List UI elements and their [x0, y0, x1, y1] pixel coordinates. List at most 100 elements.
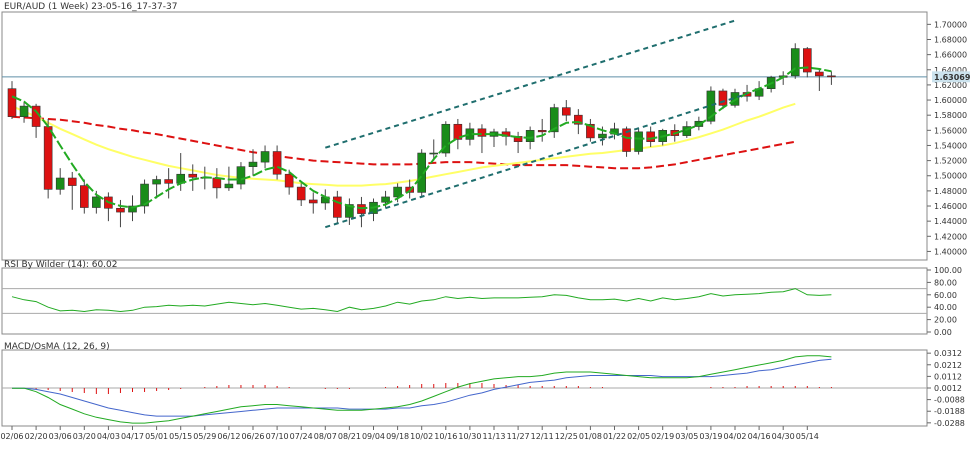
macd-line	[12, 355, 832, 424]
price-tick-label: 1.44000	[934, 217, 967, 226]
current-price-label: 1.63069	[934, 73, 971, 82]
rsi-tick-label: 20.00	[934, 316, 957, 325]
candle-bear	[67, 177, 77, 186]
candle-bull	[525, 130, 535, 142]
x-tick-label: 01/22	[603, 432, 626, 441]
candle-bear	[43, 126, 53, 190]
price-tick-label: 1.54000	[934, 141, 967, 150]
candle-bear	[453, 123, 463, 140]
candle-bull	[549, 107, 559, 133]
candle-bull	[381, 196, 390, 203]
price-tick-label: 1.70000	[934, 20, 967, 29]
price-layer: 1.40000 1.42000 1.44000 1.46000 1.48000 1.500…	[2, 19, 967, 256]
rsi-layer: 0.00 20.00 40.00 60.00 80.00 100.00	[2, 266, 962, 337]
macd-layer: -0.0288 -0.0188 -0.0088 0.0012 0.0112 0.0212 0…	[2, 349, 965, 428]
candle-bull	[634, 131, 643, 152]
candle-bull	[417, 152, 427, 193]
candle-bear	[296, 186, 306, 201]
x-tick-label: 05/15	[169, 432, 192, 441]
candle-bull	[224, 183, 234, 189]
candle-bull	[429, 152, 439, 155]
candle-bear	[646, 131, 655, 142]
price-tick-label: 1.62000	[934, 81, 967, 90]
x-tick-label: 09/04	[362, 432, 385, 441]
price-tick-label: 1.52000	[934, 157, 967, 166]
candle-bear	[827, 75, 836, 78]
rsi-line	[11, 288, 832, 313]
x-tick-label: 03/06	[49, 432, 72, 441]
x-tick-label: 03/20	[73, 432, 96, 441]
candle-bear	[815, 71, 824, 77]
candle-bear	[272, 151, 282, 175]
candle-bear	[561, 107, 571, 116]
x-tick-label: 12/11	[531, 432, 554, 441]
price-tick-label: 1.56000	[934, 126, 967, 135]
x-tick-label: 02/19	[651, 432, 674, 441]
x-tick-label: 02/06	[0, 432, 23, 441]
candle-bull	[236, 166, 246, 185]
price-tick-label: 1.66000	[934, 51, 967, 60]
rsi-tick-label: 40.00	[934, 303, 957, 312]
candle-bull	[441, 123, 451, 154]
x-tick-label: 10/30	[458, 432, 481, 441]
candle-bull	[790, 48, 800, 77]
price-tick-label: 1.42000	[934, 232, 967, 241]
candle-bull	[345, 204, 354, 218]
x-tick-label: 11/27	[507, 432, 530, 441]
candle-bull	[393, 186, 402, 198]
candle-bear	[586, 123, 595, 139]
x-tick-label: 04/03	[97, 432, 120, 441]
price-tick-label: 1.46000	[934, 202, 967, 211]
x-tick-label: 05/01	[145, 432, 168, 441]
candle-bear	[622, 128, 631, 152]
candle-bull	[92, 196, 101, 208]
rsi-tick-label: 80.00	[934, 278, 957, 287]
price-tick-label: 1.40000	[934, 247, 967, 256]
x-tick-label: 12/25	[555, 432, 578, 441]
candle-bull	[140, 183, 149, 207]
candle-bear	[477, 128, 487, 137]
x-tick-label: 09/18	[386, 432, 409, 441]
candle-bear	[537, 130, 547, 133]
candle-bull	[248, 161, 258, 167]
candle-bear	[212, 177, 222, 189]
macd-tick-label: 0.0112	[934, 372, 962, 381]
x-tick-label: 04/17	[121, 432, 144, 441]
x-tick-label: 07/24	[290, 432, 313, 441]
candle-bear	[333, 196, 342, 218]
x-axis: 02/06 02/20 03/06 03/20 04/03 04/17 05/01 05/15…	[0, 426, 819, 441]
x-tick-label: 11/13	[482, 432, 505, 441]
candle-bear	[80, 185, 89, 208]
x-tick-label: 05/14	[796, 432, 819, 441]
sma-green-line	[11, 66, 832, 210]
price-tick-label: 1.68000	[934, 35, 967, 44]
candle-bull	[260, 151, 270, 163]
candle-bull	[55, 177, 65, 190]
price-tick-label: 1.60000	[934, 96, 967, 105]
rsi-tick-label: 60.00	[934, 291, 957, 300]
price-tick-label: 1.48000	[934, 187, 967, 196]
x-tick-label: 08/21	[338, 432, 361, 441]
sma-yellow-line	[11, 102, 796, 187]
rsi-tick-label: 0.00	[934, 328, 952, 337]
candle-bear	[718, 90, 728, 106]
x-tick-label: 08/07	[314, 432, 337, 441]
rsi-pane	[1, 267, 928, 335]
candle-bear	[116, 207, 125, 213]
macd-tick-label: 0.0312	[934, 349, 962, 358]
x-tick-label: 10/02	[410, 432, 433, 441]
x-tick-label: 06/26	[241, 432, 264, 441]
candle-bear	[574, 114, 583, 125]
rsi-title: RSI By Wilder (14): 60.02	[4, 260, 118, 270]
price-pane	[1, 11, 928, 261]
candle-bear	[164, 179, 173, 184]
macd-tick-label: 0.0012	[934, 384, 962, 393]
candle-bull	[152, 179, 161, 185]
rsi-tick-label: 100.00	[934, 266, 962, 275]
x-tick-label: 10/16	[434, 432, 457, 441]
macd-title: MACD/OsMA (12, 26, 9)	[4, 342, 110, 352]
candle-bear	[802, 48, 812, 73]
channel-lower-line	[324, 93, 748, 229]
candle-bear	[7, 88, 17, 117]
